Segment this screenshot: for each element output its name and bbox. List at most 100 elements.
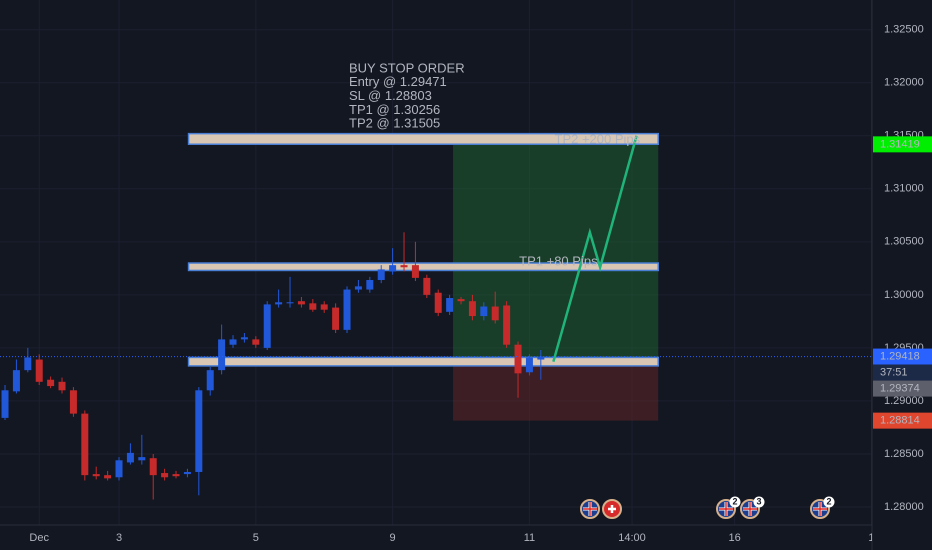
countdown-label-bg [873,364,932,381]
candle-body [47,379,55,387]
zone [187,132,659,145]
candle-body [525,357,533,373]
price-label-bg [873,380,932,397]
candle-body [58,381,66,391]
candle-body [468,301,476,317]
price-label-bg [873,136,932,153]
candle-body [229,339,237,345]
price-label: 1.28814 [880,415,920,427]
event-markers: 2 3 2 [580,496,835,519]
candle-body [411,265,419,278]
x-tick-label: 1 [868,532,874,544]
x-tick-label: 9 [390,532,396,544]
stop-area [453,361,659,421]
candle-body [297,301,305,305]
candle-body [491,306,499,321]
price-label-bg [873,348,932,365]
x-tick-label: 11 [524,532,535,544]
x-tick-label: Dec [29,532,49,544]
candle-body [104,475,112,479]
candle-body [12,370,20,392]
zone [187,356,659,367]
countdown-label: 37:51 [880,366,908,378]
candle-body [320,304,328,310]
event-badge: 2 [732,496,737,506]
price-label-bg [873,412,932,429]
zone [187,262,659,272]
x-tick-label: 5 [253,532,259,544]
candles-layer [1,232,545,500]
candle-body [480,306,488,317]
candle-body [263,304,271,348]
candle-body [286,302,294,304]
price-label: 1.29374 [880,382,920,394]
y-tick-label: 1.31000 [884,183,924,195]
candle-body [24,357,32,371]
candle-body [252,339,260,345]
candle-body [206,370,214,391]
candle-body [366,280,374,290]
x-tick-label: 3 [116,532,122,544]
candle-body [514,344,522,374]
candle-body [457,299,465,302]
candle-body [218,339,226,371]
annotation-line: SL @ 1.28803 [349,88,432,103]
candle-body [332,307,340,330]
candle-body [275,302,283,305]
candle-body [69,390,77,414]
y-tick-label: 1.28500 [884,448,924,460]
candle-body [138,457,146,461]
candle-body [81,413,89,476]
annotation-line: TP1 @ 1.30256 [349,102,440,117]
candle-body [354,286,362,290]
y-tick-label: 1.32500 [884,24,924,36]
event-uk[interactable]: 2 [810,496,835,519]
candle-body [115,460,123,478]
event-uk[interactable]: 3 [740,496,765,519]
candle-body [537,356,545,360]
candle-body [195,390,203,472]
y-tick-label: 1.28000 [884,501,924,513]
annotation-line: BUY STOP ORDER [349,60,465,75]
price-label: 1.31419 [880,138,920,150]
y-tick-label: 1.32000 [884,77,924,89]
candle-body [400,265,408,268]
candle-body [434,292,442,313]
event-uk[interactable]: 2 [716,496,741,519]
annotation-line: TP2 @ 1.31505 [349,116,440,131]
event-ch[interactable] [602,499,622,519]
y-tick-label: 1.30500 [884,236,924,248]
event-uk[interactable] [580,499,600,519]
target-label: TP1 +80 Pips [519,253,598,268]
candle-body [161,473,169,478]
y-tick-label: 1.30000 [884,289,924,301]
target-label: TP2 +200 Pips [555,131,641,146]
candle-body [446,298,454,312]
x-axis: Dec 3 5 9 11 14:00 16 1 [29,532,874,544]
projection-line [552,135,638,363]
candle-body [172,474,180,477]
x-tick-label: 16 [729,532,741,544]
y-axis: 1.325001.320001.315001.310001.305001.300… [873,24,932,513]
candle-body [149,458,157,476]
candle-body [126,452,134,463]
candle-body [423,277,431,295]
event-badge: 3 [756,496,761,506]
y-tick-label: 1.29000 [884,395,924,407]
candle-body [1,390,9,418]
candle-body [503,305,511,345]
candle-body [183,471,191,475]
candle-body [92,474,100,477]
price-label: 1.29418 [880,350,920,362]
event-badge: 2 [826,496,831,506]
candle-body [377,269,385,280]
candle-body [343,289,351,330]
annotation-line: Entry @ 1.29471 [349,74,447,89]
candle-body [240,337,248,340]
x-tick-label: 14:00 [618,532,646,544]
candle-body [35,359,43,382]
candle-body [389,265,397,272]
